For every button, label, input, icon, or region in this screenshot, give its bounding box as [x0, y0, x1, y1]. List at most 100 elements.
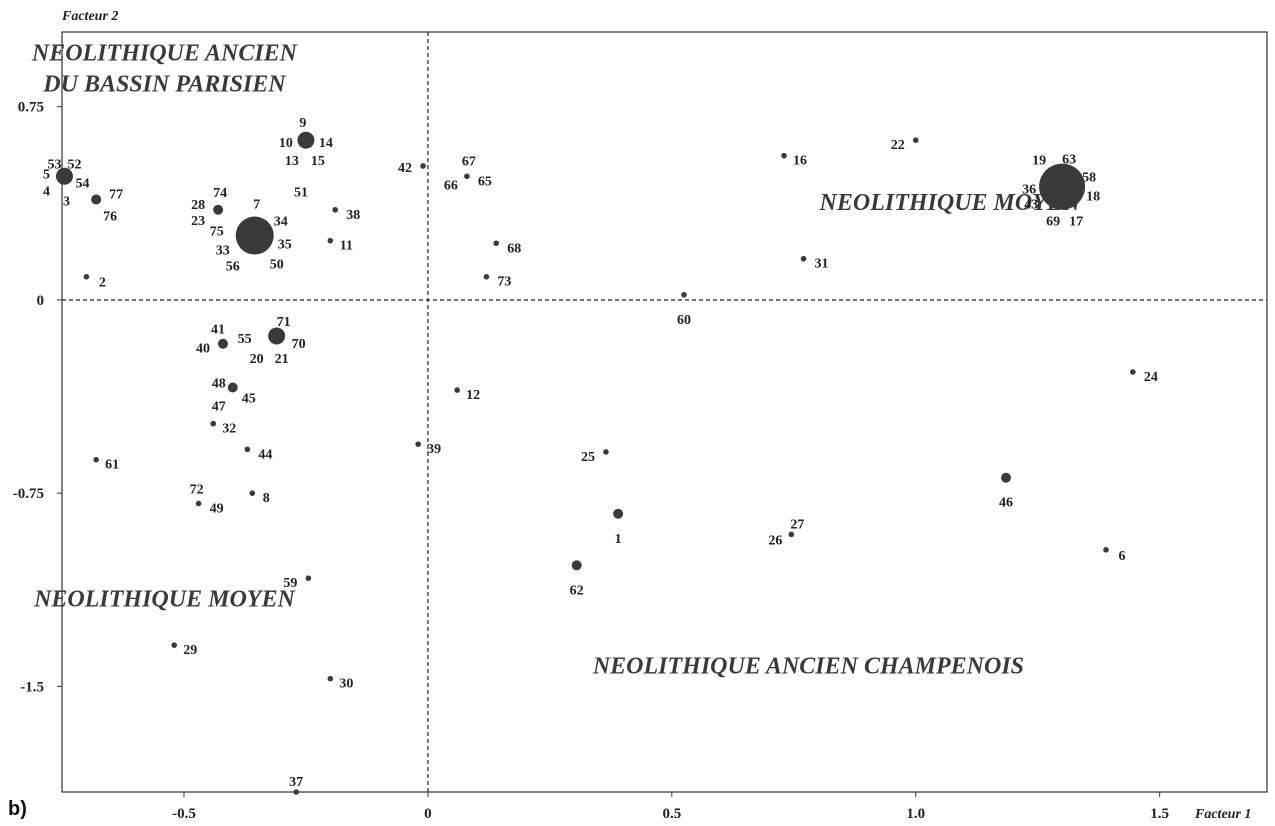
data-point [464, 173, 470, 180]
point-label: 37 [289, 775, 303, 790]
data-point [1000, 472, 1011, 483]
group-label: DU BASSIN PARISIEN [42, 71, 287, 97]
x-tick-label: 1.5 [1150, 806, 1169, 822]
point-label: 5 [43, 167, 50, 182]
point-label: 51 [294, 186, 308, 201]
point-label: 63 [1062, 153, 1076, 168]
data-point [327, 237, 334, 244]
point-label: 31 [815, 257, 829, 272]
data-point [571, 560, 582, 571]
x-tick-label: 1.0 [906, 806, 925, 822]
data-point [613, 508, 624, 519]
group-label: NEOLITHIQUE ANCIEN [31, 40, 299, 66]
point-label: 9 [299, 116, 306, 131]
data-point [1039, 163, 1086, 210]
data-point [195, 500, 202, 507]
point-label: 34 [274, 215, 288, 230]
point-label: 72 [190, 482, 204, 497]
point-label: 61 [105, 458, 119, 473]
data-point [91, 194, 102, 205]
point-label: 30 [339, 677, 353, 692]
point-label: 8 [263, 491, 270, 506]
point-label: 40 [196, 342, 210, 357]
point-label: 59 [283, 576, 297, 591]
point-label: 11 [340, 239, 353, 254]
point-label: 58 [1082, 171, 1096, 186]
data-point [93, 456, 99, 463]
point-label: 73 [497, 275, 511, 290]
point-label: 52 [67, 157, 81, 172]
point-label: 2 [99, 276, 106, 291]
point-label: 24 [1144, 370, 1158, 385]
data-point [227, 382, 238, 393]
point-label: 7 [253, 198, 260, 213]
point-label: 1 [615, 532, 622, 547]
point-label: 3 [63, 194, 70, 209]
point-label: 68 [507, 241, 521, 256]
data-point [268, 327, 286, 345]
y-tick-label: -0.75 [13, 486, 44, 502]
point-label: 53 [47, 157, 61, 172]
point-label: 48 [212, 377, 226, 392]
group-labels: NEOLITHIQUE ANCIEN DU BASSIN PARISIEN NEOL… [31, 40, 1082, 679]
data-point [603, 449, 609, 455]
point-label: 22 [891, 138, 905, 153]
point-label: 27 [790, 517, 804, 532]
point-label: 71 [277, 315, 291, 330]
point-label: 17 [1069, 215, 1083, 230]
data-point [210, 420, 217, 427]
point-label: 39 [427, 442, 441, 457]
point-label: 19 [1032, 154, 1046, 169]
point-label: 29 [183, 643, 197, 658]
point-label: 12 [466, 388, 480, 403]
group-label: NEOLITHIQUE ANCIEN CHAMPENOIS [592, 653, 1024, 679]
point-label: 13 [285, 154, 299, 169]
point-label: 50 [270, 258, 284, 273]
data-point [327, 675, 334, 682]
point-label: 44 [258, 447, 272, 462]
point-label: 4 [43, 184, 50, 199]
point-label: 33 [216, 244, 230, 259]
point-label: 49 [210, 501, 224, 516]
point-label: 23 [191, 214, 205, 229]
point-label: 56 [226, 260, 240, 275]
data-point [1130, 369, 1136, 375]
x-axis-title: Facteur 1 [1194, 807, 1251, 822]
data-point [454, 387, 460, 393]
data-point [249, 490, 256, 496]
data-point [235, 216, 274, 255]
point-label: 62 [570, 583, 584, 598]
point-label: 41 [211, 323, 225, 338]
point-label: 45 [242, 392, 256, 407]
axis-ticks: -0.5 0 0.5 1.0 1.5 0.75 0 -0.75 -1.5 [13, 100, 1169, 822]
point-label: 46 [999, 496, 1013, 511]
point-label: 15 [311, 154, 325, 169]
point-label: 75 [210, 225, 224, 240]
group-label: NEOLITHIQUE MOYEN [819, 190, 1082, 216]
y-axis-title: Facteur 2 [61, 9, 118, 24]
reference-lines [62, 32, 1267, 792]
data-point [483, 273, 490, 280]
x-tick-label: 0.5 [662, 806, 681, 822]
data-point [217, 338, 228, 349]
data-point [171, 642, 178, 648]
point-label: 42 [398, 161, 412, 176]
point-label: 60 [677, 313, 691, 328]
point-label: 70 [292, 337, 306, 352]
y-tick-label: -1.5 [20, 679, 44, 695]
data-point [1103, 547, 1109, 553]
point-label: 74 [213, 186, 227, 201]
point-label: 28 [191, 198, 205, 213]
point-label: 65 [478, 174, 492, 189]
data-point [55, 167, 73, 185]
point-label: 66 [444, 178, 458, 193]
data-point [244, 446, 251, 453]
data-point [781, 152, 787, 159]
point-label: 54 [75, 176, 89, 191]
data-point [493, 240, 499, 247]
y-tick-label: 0.75 [18, 100, 44, 116]
point-label: 76 [103, 209, 117, 224]
x-tick-label: 0 [424, 806, 432, 822]
data-point [420, 163, 426, 169]
